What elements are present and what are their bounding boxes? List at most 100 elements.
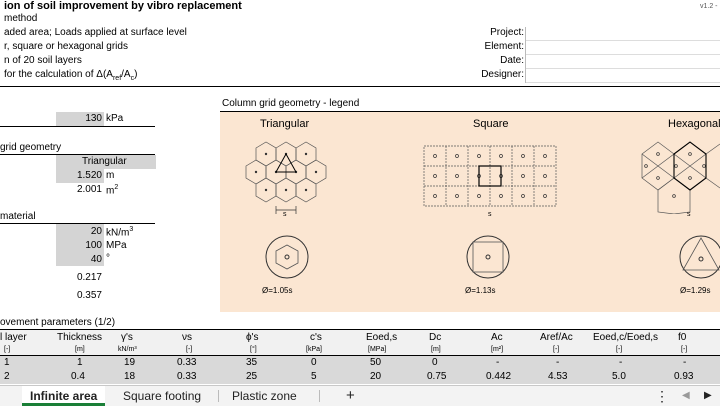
element-label: Element:: [484, 41, 524, 52]
unit-f0: [-]: [681, 346, 688, 353]
date-label: Date:: [500, 55, 524, 66]
row2-eratio: 5.0: [612, 371, 626, 382]
table-row[interactable]: [0, 356, 720, 370]
description-line-3: r, square or hexagonal grids: [4, 41, 128, 52]
square-spacing-label: s: [488, 211, 492, 218]
unit-aref: [-]: [553, 346, 560, 353]
hexagonal-unit-cell-icon: [679, 235, 720, 279]
col-eratio-header: Eoed,c/Eoed,s: [593, 332, 659, 343]
value-0217: 0.217: [76, 272, 102, 283]
row1-eoed[interactable]: 50: [370, 357, 382, 368]
triangular-unit-cell-icon: [265, 235, 309, 279]
row2-dc[interactable]: 0.75: [427, 371, 447, 382]
load-input-cell[interactable]: [56, 112, 104, 126]
designer-input[interactable]: [526, 69, 720, 83]
row2-thickness[interactable]: 0.4: [71, 371, 85, 382]
modulus-unit: MPa: [106, 240, 127, 251]
hexagonal-spacing-label: s: [687, 211, 691, 218]
description-line-2: aded area; Loads applied at surface leve…: [4, 27, 187, 38]
tab-square-footing[interactable]: Square footing: [123, 389, 202, 403]
params-table-header: [0, 330, 720, 355]
row1-gamma[interactable]: 19: [124, 357, 136, 368]
square-grid-diagram: [423, 145, 557, 207]
row2-gamma[interactable]: 18: [124, 371, 136, 382]
project-input[interactable]: [526, 27, 720, 41]
spacing-unit: m: [106, 170, 115, 181]
tab-infinite-area[interactable]: Infinite area: [22, 386, 106, 406]
description-line-1: method: [4, 13, 38, 24]
version-label: v1.2 -: [700, 3, 718, 10]
unit-thickness: [m]: [75, 346, 85, 353]
project-label: Project:: [490, 27, 524, 38]
row2-phi[interactable]: 25: [246, 371, 258, 382]
spacing-value[interactable]: 1.520: [76, 170, 102, 181]
square-diameter: Ø=1.13s: [465, 286, 496, 295]
spreadsheet[interactable]: ion of soil improvement by vibro replace…: [0, 0, 720, 385]
row1-nu[interactable]: 0.33: [177, 357, 197, 368]
col-cohesion-header: c's: [310, 332, 322, 343]
table-row[interactable]: [0, 370, 720, 384]
sheet-title: ion of soil improvement by vibro replace…: [4, 0, 242, 12]
row1-dc[interactable]: 0: [432, 357, 438, 368]
col-ac-header: Ac: [491, 332, 503, 343]
triangular-diameter: Ø=1.05s: [262, 286, 293, 295]
date-input[interactable]: [526, 55, 720, 69]
material-heading: material: [0, 211, 36, 222]
col-layer-header: l layer: [0, 332, 27, 343]
col-aref-header: Aref/Ac: [540, 332, 573, 343]
unit-nu: [-]: [186, 346, 193, 353]
gamma-value[interactable]: 20: [90, 226, 102, 237]
row1-eratio: -: [619, 357, 623, 368]
row2-layer[interactable]: 2: [4, 371, 10, 382]
unit-eoed: [MPa]: [368, 346, 387, 353]
legend-hexagonal-label: Hexagonal: [668, 118, 720, 130]
scroll-right-icon[interactable]: ▶: [704, 390, 712, 401]
row1-layer[interactable]: 1: [4, 357, 10, 368]
load-value[interactable]: 130: [85, 113, 102, 124]
grid-type-dropdown[interactable]: [56, 155, 156, 169]
sheet-tab-bar: Infinite area Square footing Plastic zon…: [0, 385, 720, 406]
field-divider: [525, 27, 526, 83]
material-input-cells[interactable]: [56, 224, 104, 266]
row1-thickness[interactable]: 1: [77, 357, 83, 368]
row1-f0: -: [683, 357, 687, 368]
designer-label: Designer:: [481, 69, 524, 80]
row2-eoed[interactable]: 20: [370, 371, 382, 382]
col-dc-header: Dc: [429, 332, 442, 343]
col-eoed-header: Eoed,s: [366, 332, 398, 343]
triangular-grid-diagram: [245, 141, 327, 214]
row2-nu[interactable]: 0.33: [177, 371, 197, 382]
triangular-spacing-label: s: [283, 211, 287, 218]
row2-aref: 4.53: [548, 371, 568, 382]
add-sheet-button[interactable]: +: [346, 387, 355, 404]
header-divider: [0, 86, 720, 87]
col-thickness-header: Thickness: [57, 332, 103, 343]
row2-cohesion[interactable]: 5: [311, 371, 317, 382]
hexagonal-grid-diagram: [641, 141, 720, 214]
area-unit: m2: [106, 184, 119, 197]
row1-aref: -: [556, 357, 560, 368]
row2-f0: 0.93: [674, 371, 694, 382]
phi-value[interactable]: 40: [90, 254, 102, 265]
legend-square-label: Square: [473, 118, 509, 130]
row2-ac: 0.442: [486, 371, 512, 382]
modulus-value[interactable]: 100: [85, 240, 102, 251]
value-0357: 0.357: [76, 290, 102, 301]
legend-panel: [220, 112, 720, 312]
spacing-input-cell[interactable]: [56, 169, 104, 183]
unit-phi: [°]: [250, 346, 257, 353]
description-line-4: n of 20 soil layers: [4, 55, 82, 66]
unit-cohesion: [kPa]: [306, 346, 322, 353]
legend-title: Column grid geometry - legend: [222, 98, 360, 109]
tab-plastic-zone[interactable]: Plastic zone: [232, 389, 297, 403]
element-input[interactable]: [526, 41, 720, 55]
unit-gamma: kN/m³: [118, 346, 137, 353]
scroll-left-icon[interactable]: ◀: [682, 390, 690, 401]
params-heading: ovement parameters (1/2): [0, 317, 116, 328]
grid-type-value: Triangular: [82, 156, 127, 167]
row1-cohesion[interactable]: 0: [311, 357, 317, 368]
col-nu-header: νs: [182, 332, 192, 343]
hexagonal-diameter: Ø=1.29s: [680, 286, 711, 295]
row1-phi[interactable]: 35: [246, 357, 258, 368]
more-options-icon[interactable]: ⋮: [655, 388, 669, 404]
